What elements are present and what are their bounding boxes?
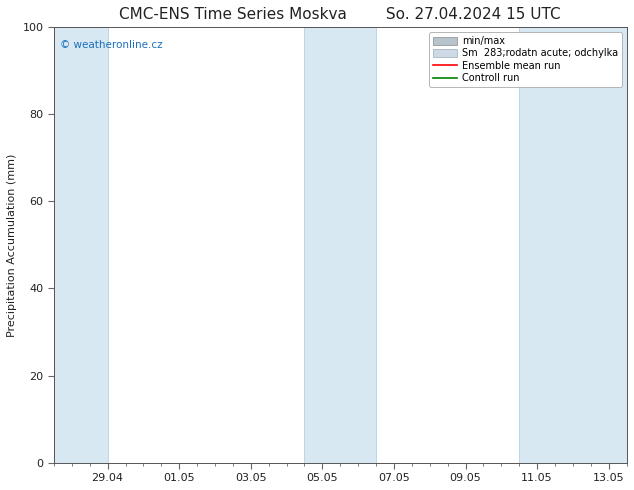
Text: © weatheronline.cz: © weatheronline.cz (60, 40, 162, 50)
Bar (54, 27, 108, 463)
Bar (519, 27, 626, 463)
Bar (304, 27, 376, 463)
Title: CMC-ENS Time Series Moskva        So. 27.04.2024 15 UTC: CMC-ENS Time Series Moskva So. 27.04.202… (119, 7, 561, 22)
Y-axis label: Precipitation Accumulation (mm): Precipitation Accumulation (mm) (7, 153, 17, 337)
Legend: min/max, Sm  283;rodatn acute; odchylka, Ensemble mean run, Controll run: min/max, Sm 283;rodatn acute; odchylka, … (429, 32, 622, 87)
